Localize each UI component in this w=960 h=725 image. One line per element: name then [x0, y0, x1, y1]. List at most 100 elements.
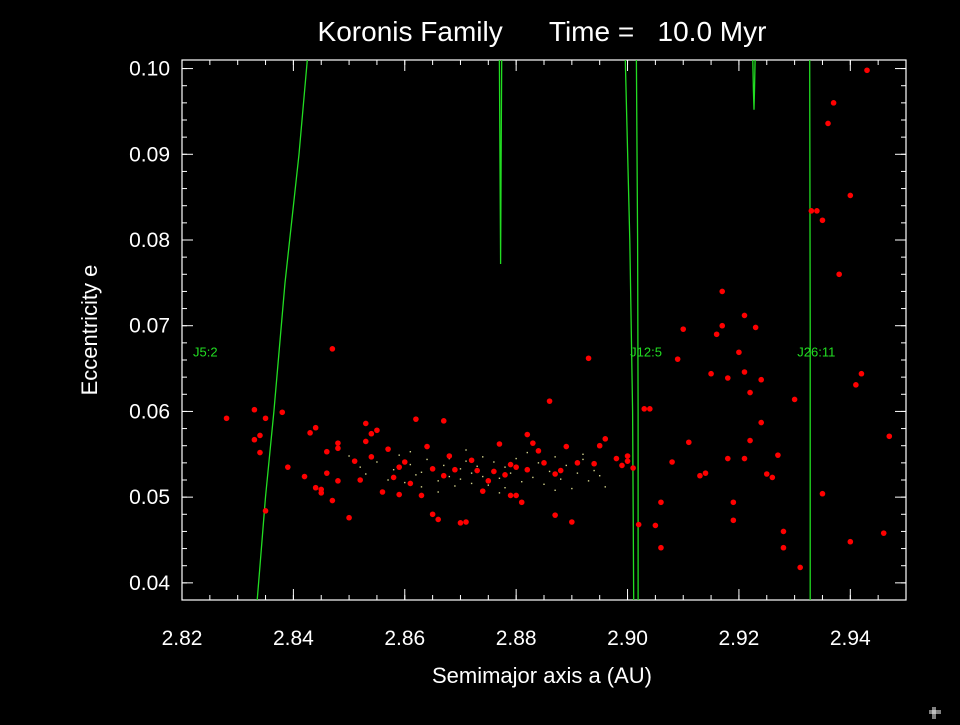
data-point: [396, 491, 403, 498]
data-point: [251, 406, 258, 413]
data-point: [440, 418, 447, 424]
y-tick-label: 0.04: [129, 572, 170, 595]
data-point: [713, 331, 720, 338]
cloud-point: [493, 461, 495, 463]
data-point: [574, 460, 581, 466]
cloud-point: [526, 451, 528, 454]
data-point: [507, 461, 514, 468]
data-point: [758, 376, 764, 383]
data-point: [368, 430, 375, 437]
data-point: [619, 462, 625, 469]
data-point: [674, 356, 681, 362]
data-point: [491, 468, 497, 475]
cloud-point: [459, 468, 462, 470]
cloud-point: [409, 451, 412, 453]
cloud-point: [448, 475, 451, 478]
cloud-point: [576, 472, 579, 474]
resonance-line: [256, 59, 308, 601]
cloud-point: [392, 469, 395, 471]
data-point: [624, 453, 631, 459]
resonance-line: [809, 59, 811, 600]
data-point: [335, 478, 341, 484]
cloud-point: [487, 484, 490, 486]
data-point: [741, 455, 748, 462]
data-point: [413, 416, 419, 422]
data-point: [374, 427, 380, 434]
y-tick-label: 0.07: [129, 315, 170, 338]
cloud-point: [454, 485, 456, 487]
data-point: [624, 458, 631, 464]
data-point: [324, 470, 330, 476]
resonance-labels: J5:2 J12:5 J26:11: [193, 344, 835, 359]
data-point: [385, 446, 391, 452]
data-point: [518, 499, 525, 506]
data-point: [223, 415, 230, 422]
data-point: [864, 67, 870, 74]
cloud-point: [420, 486, 423, 488]
data-point: [452, 466, 458, 473]
data-point: [429, 511, 436, 518]
cloud-point: [571, 487, 573, 490]
resonance-lines: [256, 59, 811, 601]
data-point: [886, 433, 893, 440]
data-point: [257, 449, 263, 456]
data-point: [819, 217, 826, 224]
cloud-point: [376, 461, 378, 463]
resonance-label: J26:11: [797, 344, 835, 359]
data-point: [312, 484, 319, 491]
cloud-point: [465, 460, 467, 462]
x-axis: 2.82 2.84 2.86 2.88 2.90 2.92 2.94: [162, 60, 907, 650]
data-point: [474, 467, 480, 474]
data-point: [825, 120, 831, 127]
x-tick-label: 2.88: [496, 627, 537, 650]
data-point: [702, 470, 709, 476]
y-tick-label: 0.09: [129, 143, 170, 166]
cloud-point: [515, 457, 517, 460]
data-point: [797, 564, 803, 571]
data-point: [680, 326, 687, 332]
data-point: [719, 288, 726, 295]
cloud-point: [476, 465, 478, 467]
data-point: [285, 464, 291, 470]
data-point: [847, 192, 854, 199]
cloud-point: [443, 464, 445, 467]
data-point: [396, 464, 403, 470]
resonance-line: [498, 59, 503, 265]
data-point: [524, 466, 531, 473]
cloud-point: [582, 453, 584, 455]
data-point: [535, 448, 542, 454]
cloud-point: [415, 474, 417, 476]
data-point: [401, 459, 408, 465]
data-point: [557, 467, 564, 474]
data-point: [429, 466, 436, 472]
data-point: [635, 521, 642, 528]
data-point: [524, 431, 531, 438]
data-point: [262, 415, 269, 422]
data-point: [513, 464, 519, 470]
cloud-point: [532, 476, 534, 479]
data-point: [351, 458, 358, 464]
cloud-point: [598, 475, 601, 477]
data-point: [769, 474, 776, 481]
data-point: [496, 441, 503, 447]
data-point: [312, 424, 319, 431]
x-tick-label: 2.86: [384, 627, 425, 650]
data-point: [736, 349, 742, 356]
cloud-point: [554, 489, 556, 491]
cloud-point: [504, 487, 506, 489]
data-point: [335, 440, 341, 446]
data-point: [730, 499, 737, 506]
data-point: [836, 271, 842, 278]
data-point: [830, 100, 837, 106]
data-point: [357, 477, 364, 483]
cloud-point: [465, 449, 467, 451]
data-point: [708, 370, 714, 377]
data-point: [780, 528, 787, 535]
data-point: [251, 436, 258, 443]
data-point: [435, 516, 441, 523]
asteroid-points: [223, 67, 893, 571]
cloud-point: [398, 454, 400, 456]
cloud-point: [482, 475, 484, 478]
